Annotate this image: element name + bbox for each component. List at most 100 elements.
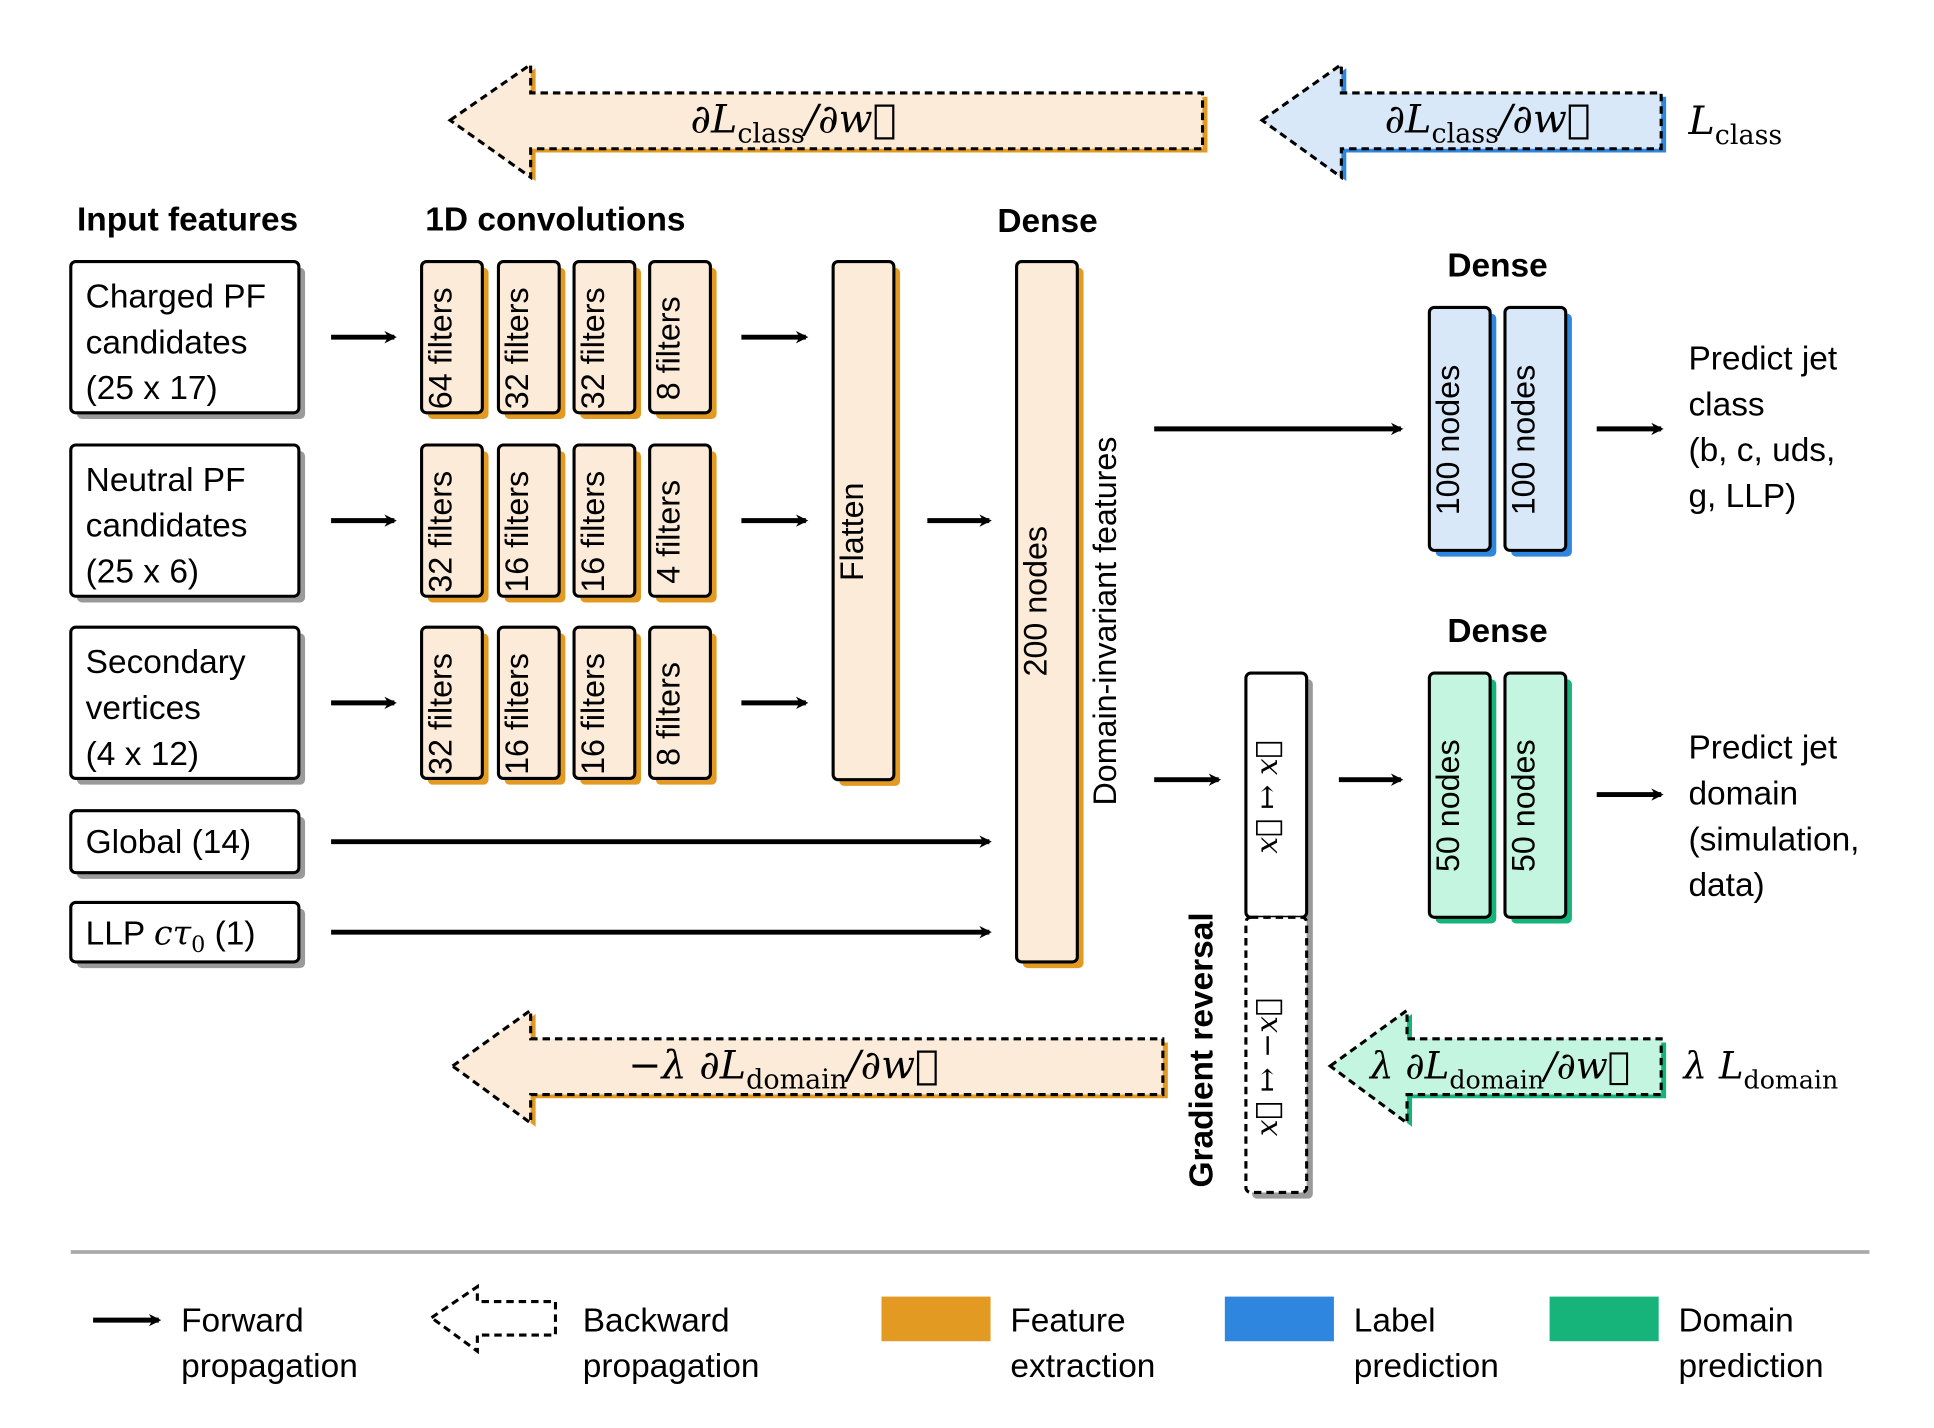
input-label-global: Global (14) (86, 824, 252, 861)
gradient-reversal-forward-map: x⃗ ↦ x⃗ (1250, 740, 1285, 853)
input-label-line: candidates (86, 324, 248, 361)
grad-domain-domain-label-main: λ ∂L (1368, 1043, 1449, 1087)
grad-class-label-label-tail: /∂w⃗ (1495, 97, 1591, 143)
grad-domain-feature-label-subscript: domain (746, 1064, 847, 1095)
legend-backward-arrow-icon (428, 1283, 558, 1355)
dense-200-label: 200 nodes (1017, 526, 1053, 676)
predict-class-text: g, LLP) (1688, 478, 1796, 515)
predict-class-text: class (1688, 386, 1764, 423)
label-dense-layer (1503, 305, 1572, 557)
conv-layer (648, 443, 717, 603)
conv-layer (572, 260, 641, 419)
legend-color-swatch (1224, 1296, 1334, 1342)
grad-domain-feature-label-main: −λ ∂L (628, 1042, 746, 1088)
label-dense-layer-body (1427, 305, 1492, 552)
domain-loss-label-subscript: domain (1744, 1065, 1839, 1094)
input-label-line: candidates (86, 508, 248, 545)
grad-class-label-label: ∂Lclass/∂w⃗ (1385, 97, 1591, 150)
label-dense-label: 100 nodes (1430, 365, 1466, 515)
conv-layer (648, 260, 717, 419)
conv-layer-label: 64 filters (422, 287, 458, 409)
conv-layer-label: 32 filters (499, 287, 535, 409)
legend-label: prediction (1354, 1348, 1499, 1385)
grad-class-feature-label-tail: /∂w⃗ (801, 97, 897, 143)
conv-layer-body (648, 260, 712, 415)
legend-label: Label (1354, 1302, 1436, 1339)
domain-dense-layer-body (1427, 671, 1492, 919)
backprop-class-label-arrow (1259, 61, 1667, 181)
conv-layer (420, 443, 489, 603)
legend-label: propagation (583, 1348, 760, 1385)
backprop-domain-feature-arrow (449, 1007, 1168, 1127)
conv-layer (648, 625, 717, 785)
domain-dense-label: 50 nodes (1506, 739, 1542, 872)
grad-class-label-label-main: ∂L (1385, 97, 1432, 143)
input-label-line: Secondary (86, 644, 246, 681)
predict-domain-text: data) (1688, 867, 1764, 904)
header-dense-label: Dense (1447, 247, 1547, 284)
conv-layer-label: 16 filters (499, 471, 535, 593)
label-dense-label: 100 nodes (1506, 365, 1542, 515)
conv-layer (420, 260, 489, 419)
conv-layer-body (420, 625, 484, 781)
grad-class-feature-label-subscript: class (737, 119, 805, 150)
domain-loss-label: λ Ldomain (1681, 1043, 1838, 1094)
grad-class-label-label-subscript: class (1431, 119, 1499, 150)
legend-item-1: Backward propagation (428, 1283, 760, 1385)
predict-domain-text: (simulation, (1688, 821, 1859, 858)
grad-domain-domain-label-subscript: domain (1449, 1065, 1544, 1094)
conv-layer-body (572, 443, 637, 598)
legend-label: extraction (1010, 1348, 1155, 1385)
grad-class-feature-label: ∂Lclass/∂w⃗ (690, 97, 896, 150)
predict-class-text: (b, c, uds, (1688, 432, 1835, 469)
input-box-3-body (69, 809, 301, 875)
legend-item-4: Domain prediction (1549, 1296, 1824, 1385)
domain-dense-layer (1427, 671, 1497, 924)
domain-dense-label: 50 nodes (1430, 739, 1466, 872)
gradient-reversal-backward-map: x⃗ ↦ −x⃗ (1250, 998, 1285, 1136)
grad-domain-domain-label: λ ∂Ldomain/∂w⃗ (1368, 1043, 1630, 1094)
header-input-features: Input features (77, 202, 298, 239)
domain-invariant-features-label: Domain-invariant features (1087, 437, 1123, 806)
legend-item-2: Feature extraction (881, 1296, 1155, 1385)
conv-layer-body (420, 260, 484, 415)
backprop-class-feature-arrow-body (447, 61, 1205, 181)
predict-domain-text: Predict jet (1688, 730, 1837, 767)
legend-label: Forward (181, 1302, 304, 1339)
grad-class-feature-label-main: ∂L (690, 97, 737, 143)
conv-layer (572, 625, 641, 785)
input-label-line: Neutral PF (86, 462, 246, 499)
grad-domain-domain-label-tail: /∂w⃗ (1541, 1043, 1630, 1087)
predict-class-text: Predict jet (1688, 340, 1837, 377)
domain-dense-layer-body (1503, 671, 1568, 919)
backprop-domain-feature-arrow-body (449, 1007, 1165, 1127)
input-label-line: (4 x 12) (86, 736, 199, 773)
conv-layer-label: 8 filters (650, 296, 686, 400)
input-box-4-body (69, 900, 301, 964)
input-box-1 (69, 443, 306, 603)
label-dense-layer-body (1503, 305, 1568, 552)
dense-200-layer-body (1015, 260, 1079, 964)
conv-layer (496, 260, 566, 419)
conv-layer-body (496, 625, 561, 781)
input-label-llp: LLP cτ0 (1) (86, 914, 256, 958)
class-loss-label: Lclass (1687, 98, 1782, 151)
backprop-domain-domain-arrow-body (1327, 1007, 1663, 1127)
conv-layer-label: 8 filters (650, 662, 686, 766)
input-box-2-body (69, 625, 301, 781)
input-box-0 (69, 260, 306, 419)
class-loss-label-main: L (1687, 98, 1714, 144)
conv-layer-body (648, 625, 712, 781)
backprop-class-feature-arrow (447, 61, 1208, 181)
legend-color-swatch (1549, 1296, 1659, 1342)
input-label-line: (25 x 6) (86, 554, 199, 591)
legend-color-swatch (881, 1296, 991, 1342)
conv-layer-body (648, 443, 712, 598)
grad-domain-feature-label: −λ ∂Ldomain/∂w⃗ (628, 1042, 939, 1095)
flatten-layer (831, 260, 901, 786)
backprop-class-label-arrow-body (1259, 61, 1663, 181)
input-box-4 (69, 900, 306, 969)
legend-label: propagation (181, 1348, 358, 1385)
header-dense-domain: Dense (1447, 613, 1547, 650)
